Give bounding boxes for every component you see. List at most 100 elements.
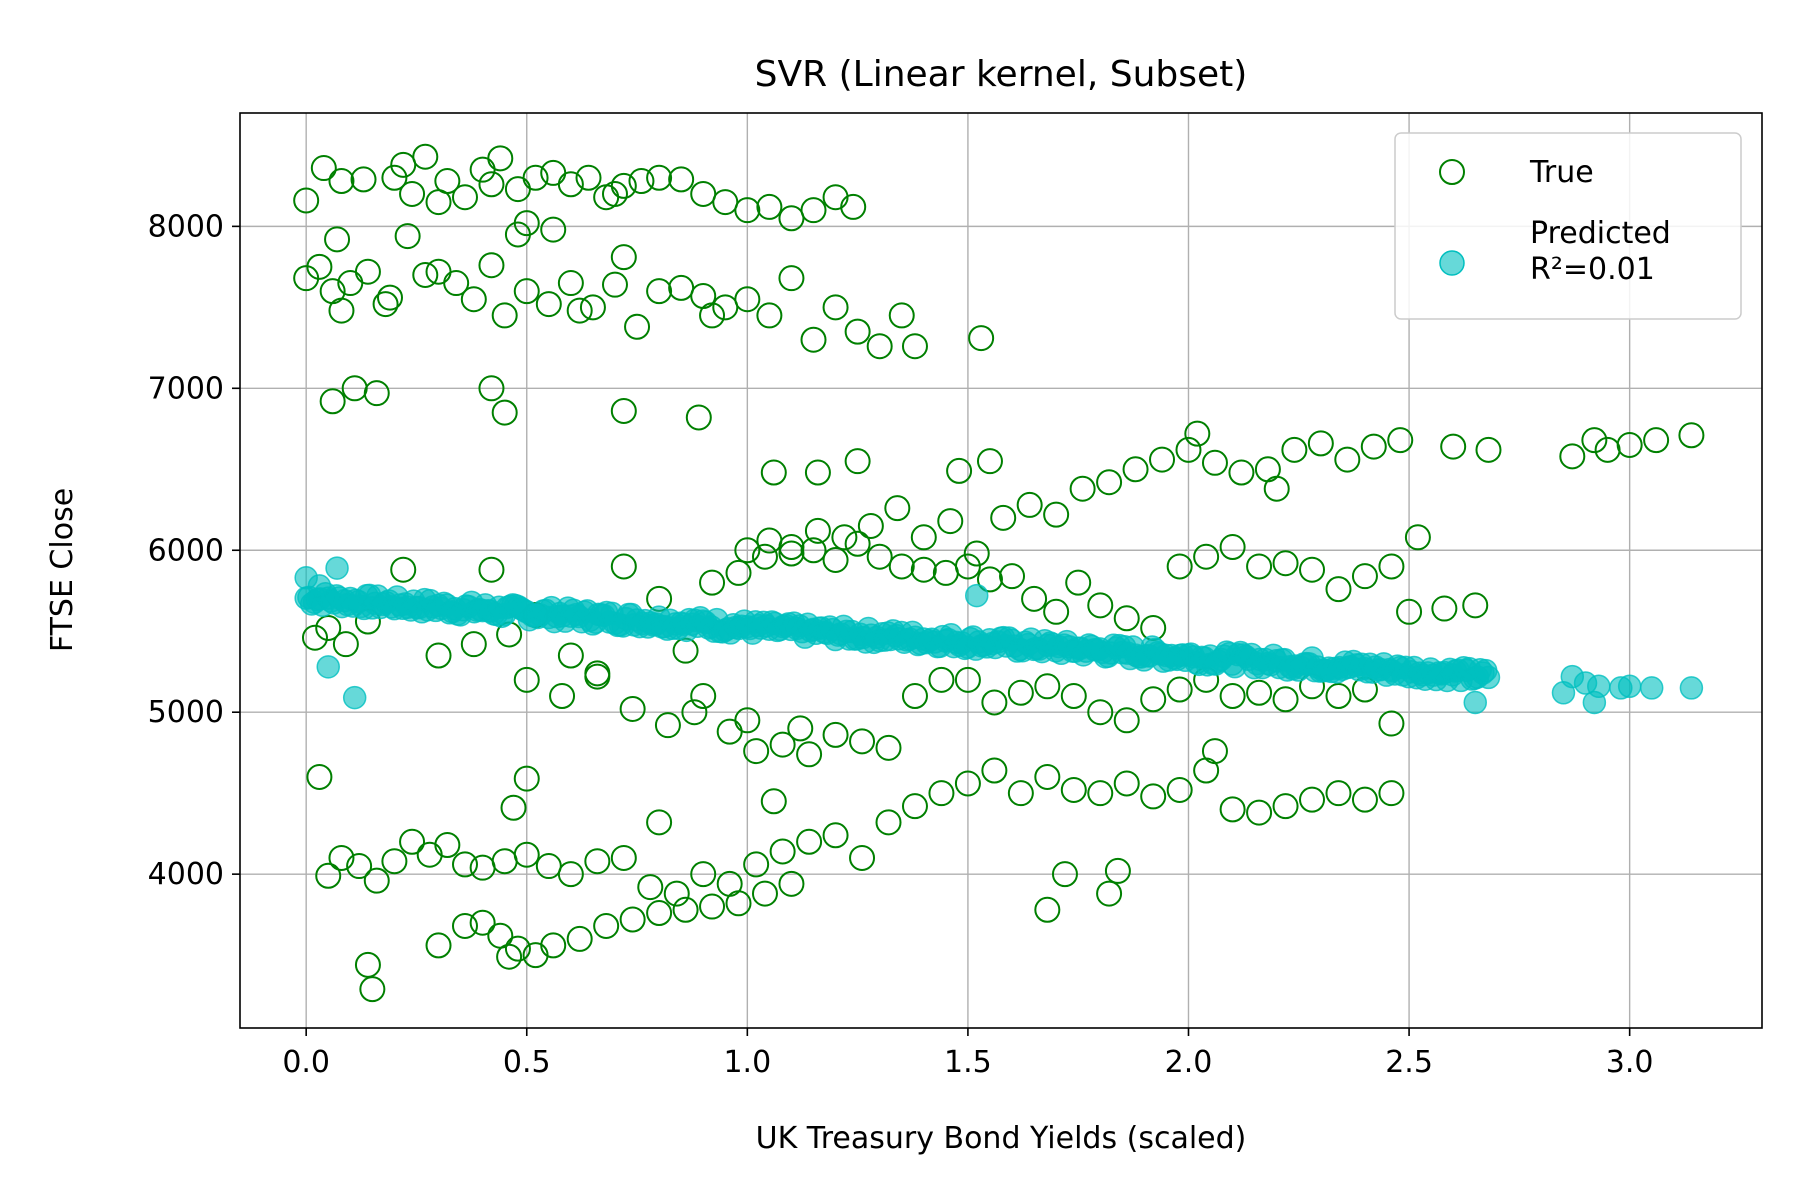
true-point bbox=[354, 951, 381, 978]
true-point bbox=[1219, 534, 1246, 561]
true-point bbox=[976, 448, 1003, 475]
true-point bbox=[624, 313, 651, 340]
true-point bbox=[796, 828, 823, 855]
predicted-point bbox=[342, 685, 367, 710]
true-series bbox=[293, 143, 1705, 1003]
true-point bbox=[328, 168, 355, 195]
true-point bbox=[579, 294, 606, 321]
true-point bbox=[963, 540, 990, 567]
true-point bbox=[394, 223, 421, 250]
true-point bbox=[1087, 780, 1114, 807]
legend-true-label: True bbox=[1529, 155, 1594, 190]
true-point bbox=[888, 553, 915, 580]
true-point bbox=[346, 853, 373, 880]
true-point bbox=[1219, 683, 1246, 710]
true-point bbox=[1246, 553, 1273, 580]
true-point bbox=[999, 563, 1026, 590]
true-point bbox=[699, 569, 726, 596]
true-point bbox=[857, 512, 884, 539]
true-point bbox=[822, 822, 849, 849]
true-point bbox=[800, 326, 827, 353]
true-point bbox=[1016, 491, 1043, 518]
true-point bbox=[610, 397, 637, 424]
y-tick-label: 5000 bbox=[148, 695, 224, 730]
true-point bbox=[743, 738, 770, 765]
true-point bbox=[1299, 556, 1326, 583]
legend-predicted-marker bbox=[1439, 250, 1465, 276]
true-point bbox=[1034, 763, 1061, 790]
true-point bbox=[1351, 563, 1378, 590]
true-point bbox=[451, 184, 478, 211]
y-axis-label: FTSE Close bbox=[45, 488, 80, 652]
true-point bbox=[478, 556, 505, 583]
true-point bbox=[328, 297, 355, 324]
true-point bbox=[1396, 598, 1423, 625]
y-tick-label: 6000 bbox=[148, 533, 224, 568]
true-point bbox=[350, 166, 377, 193]
true-point bbox=[324, 226, 351, 253]
predicted-point bbox=[964, 583, 989, 608]
true-point bbox=[1051, 861, 1078, 888]
true-point bbox=[976, 566, 1003, 593]
legend: True Predicted R²=0.01 bbox=[1394, 132, 1742, 320]
true-point bbox=[1043, 598, 1070, 625]
predicted-point bbox=[1476, 665, 1501, 690]
true-point bbox=[822, 546, 849, 573]
true-point bbox=[487, 145, 514, 172]
true-point bbox=[443, 270, 470, 297]
true-point bbox=[646, 278, 673, 305]
true-point bbox=[1166, 553, 1193, 580]
true-point bbox=[399, 828, 426, 855]
true-point bbox=[301, 624, 328, 651]
true-point bbox=[1065, 569, 1092, 596]
true-point bbox=[1149, 446, 1176, 473]
true-point bbox=[372, 291, 399, 318]
true-point bbox=[800, 197, 827, 224]
true-point bbox=[619, 906, 646, 933]
true-point bbox=[399, 180, 426, 207]
true-point bbox=[425, 189, 452, 216]
true-point bbox=[491, 302, 518, 329]
true-point bbox=[690, 861, 717, 888]
true-point bbox=[778, 265, 805, 292]
true-point bbox=[1325, 576, 1352, 603]
true-point bbox=[1166, 676, 1193, 703]
true-point bbox=[628, 168, 655, 195]
true-point bbox=[1021, 585, 1048, 612]
true-point bbox=[875, 809, 902, 836]
true-point bbox=[954, 770, 981, 797]
true-point bbox=[390, 556, 417, 583]
true-point bbox=[513, 278, 540, 305]
true-point bbox=[646, 900, 673, 927]
true-point bbox=[663, 880, 690, 907]
true-point bbox=[328, 844, 355, 871]
true-point bbox=[1096, 469, 1123, 496]
true-point bbox=[1219, 796, 1246, 823]
true-point bbox=[540, 932, 567, 959]
true-point bbox=[866, 543, 893, 570]
true-point bbox=[1122, 456, 1149, 483]
true-point bbox=[699, 893, 726, 920]
true-point bbox=[1193, 543, 1220, 570]
true-point bbox=[734, 197, 761, 224]
true-point bbox=[540, 216, 567, 243]
true-point bbox=[866, 333, 893, 360]
true-point bbox=[954, 666, 981, 693]
true-point bbox=[500, 794, 527, 821]
true-point bbox=[672, 896, 699, 923]
true-point bbox=[1201, 449, 1228, 476]
true-point bbox=[1246, 799, 1273, 826]
true-point bbox=[1431, 595, 1458, 622]
true-point bbox=[1475, 436, 1502, 463]
legend-predicted-line-2: R²=0.01 bbox=[1530, 252, 1655, 287]
true-point bbox=[901, 793, 928, 820]
predicted-point bbox=[307, 574, 332, 598]
true-point bbox=[1360, 433, 1387, 460]
x-tick-label: 1.5 bbox=[944, 1045, 992, 1080]
true-point bbox=[844, 448, 871, 475]
true-point bbox=[363, 867, 390, 894]
true-point bbox=[363, 380, 390, 407]
true-point bbox=[584, 660, 611, 687]
true-point bbox=[1387, 427, 1414, 454]
true-point bbox=[1263, 475, 1290, 502]
